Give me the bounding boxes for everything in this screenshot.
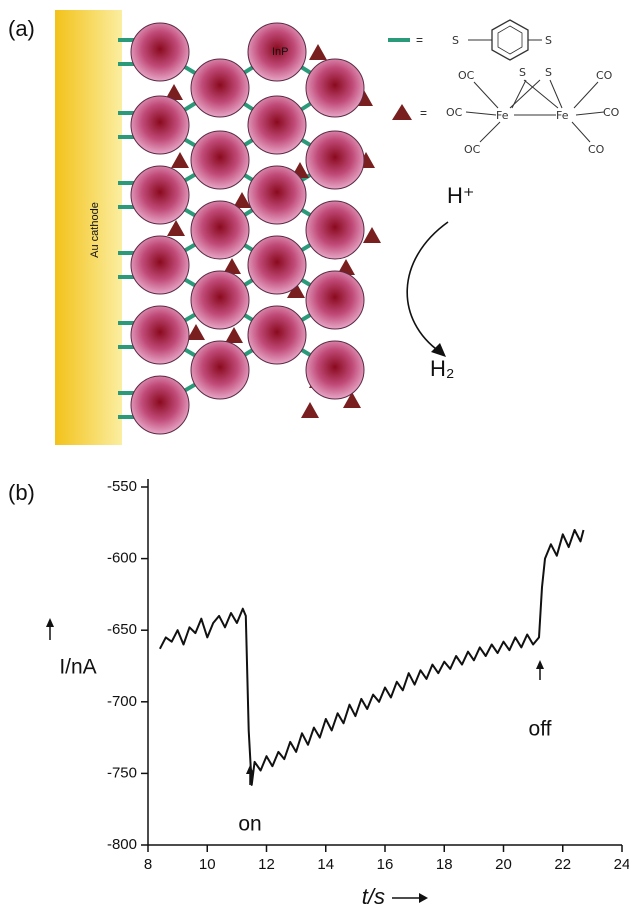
reaction-arrow xyxy=(407,222,448,352)
catalyst xyxy=(301,402,319,418)
x-tick-label: 14 xyxy=(317,856,334,873)
quantum-dot xyxy=(131,166,189,224)
y-tick-label: -800 xyxy=(107,836,137,853)
quantum-dot xyxy=(131,23,189,81)
quantum-dot xyxy=(131,306,189,364)
atom-label: Fe xyxy=(556,109,569,122)
benzene-ring xyxy=(498,26,522,54)
complex-bonds xyxy=(466,80,604,142)
atom-label: OC xyxy=(464,143,481,156)
quantum-dot xyxy=(191,59,249,117)
x-tick-label: 16 xyxy=(377,856,394,873)
y-axis-label: I/nA xyxy=(59,656,96,679)
catalyst xyxy=(225,327,243,343)
y-tick-label: -650 xyxy=(107,621,137,638)
atom-label: CO xyxy=(603,106,620,119)
panel-label: (a) xyxy=(8,16,35,41)
annotation: on xyxy=(238,813,261,836)
x-tick-label: 18 xyxy=(436,856,453,873)
atom-label: Fe xyxy=(496,109,509,122)
catalyst xyxy=(187,324,205,340)
y-tick-label: -750 xyxy=(107,764,137,781)
atom-label: S xyxy=(452,34,459,47)
x-tick-label: 8 xyxy=(144,856,152,873)
quantum-dot xyxy=(306,341,364,399)
chart: -550 -600 -650 -700 -750 -800 8 10 12 14 16 18 20 22 2… xyxy=(46,478,629,909)
quantum-dot xyxy=(306,131,364,189)
quantum-dot xyxy=(248,306,306,364)
atom-label: OC xyxy=(458,69,475,82)
quantum-dot xyxy=(306,59,364,117)
x-tick-label: 10 xyxy=(199,856,216,873)
legend-text: = xyxy=(420,106,427,120)
legend-text: = xyxy=(416,33,423,47)
atom-label: OC xyxy=(446,106,463,119)
quantum-dot xyxy=(306,201,364,259)
reactant: H⁺ xyxy=(447,183,475,208)
catalyst xyxy=(171,152,189,168)
quantum-dot xyxy=(131,96,189,154)
x-tick-label: 12 xyxy=(258,856,275,873)
atom-label: S xyxy=(545,66,552,79)
y-tick-label: -600 xyxy=(107,550,137,567)
particle-label: InP xyxy=(272,46,289,58)
catalyst-swatch xyxy=(392,104,412,120)
quantum-dot xyxy=(248,96,306,154)
quantum-dot xyxy=(131,236,189,294)
figure: (a) (b) Au cathode InP = S S = OC S S CO OC Fe Fe C… xyxy=(0,0,629,910)
quantum-dot xyxy=(191,131,249,189)
quantum-dot xyxy=(191,341,249,399)
quantum-dot xyxy=(131,376,189,434)
quantum-dot xyxy=(191,201,249,259)
catalyst xyxy=(309,44,327,60)
catalyst xyxy=(363,227,381,243)
nanoparticle-array: InP xyxy=(118,23,381,434)
atom-label: CO xyxy=(588,143,605,156)
x-tick-label: 24 xyxy=(614,856,629,873)
legend: = S S = OC S S CO OC Fe Fe CO OC CO xyxy=(388,20,620,156)
panel-label: (b) xyxy=(8,480,35,505)
arrow-head xyxy=(536,660,544,669)
annotation: off xyxy=(529,718,552,741)
arrow-head xyxy=(419,893,428,903)
atom-label: S xyxy=(519,66,526,79)
y-tick-label: -700 xyxy=(107,693,137,710)
electrode-label: Au cathode xyxy=(89,202,101,258)
data-line xyxy=(160,530,584,785)
atom-label: CO xyxy=(596,69,613,82)
quantum-dot xyxy=(306,271,364,329)
quantum-dot xyxy=(248,166,306,224)
quantum-dot xyxy=(191,271,249,329)
x-axis-label: t/s xyxy=(362,884,385,909)
arrow-head xyxy=(46,618,54,627)
quantum-dot xyxy=(248,236,306,294)
product: H₂ xyxy=(430,356,454,381)
x-tick-label: 20 xyxy=(495,856,512,873)
atom-label: S xyxy=(545,34,552,47)
x-tick-label: 22 xyxy=(554,856,571,873)
y-tick-label: -550 xyxy=(107,478,137,495)
